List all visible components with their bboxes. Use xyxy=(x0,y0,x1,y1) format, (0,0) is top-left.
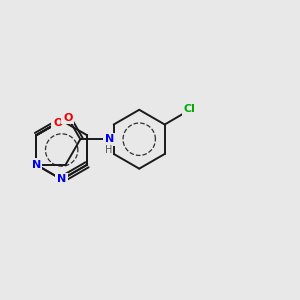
Text: O: O xyxy=(63,112,73,122)
Text: N: N xyxy=(57,174,66,184)
Text: Cl: Cl xyxy=(184,104,196,114)
Text: N: N xyxy=(32,160,41,170)
Text: N: N xyxy=(105,134,114,144)
Text: H: H xyxy=(105,145,112,154)
Text: O: O xyxy=(53,118,62,128)
